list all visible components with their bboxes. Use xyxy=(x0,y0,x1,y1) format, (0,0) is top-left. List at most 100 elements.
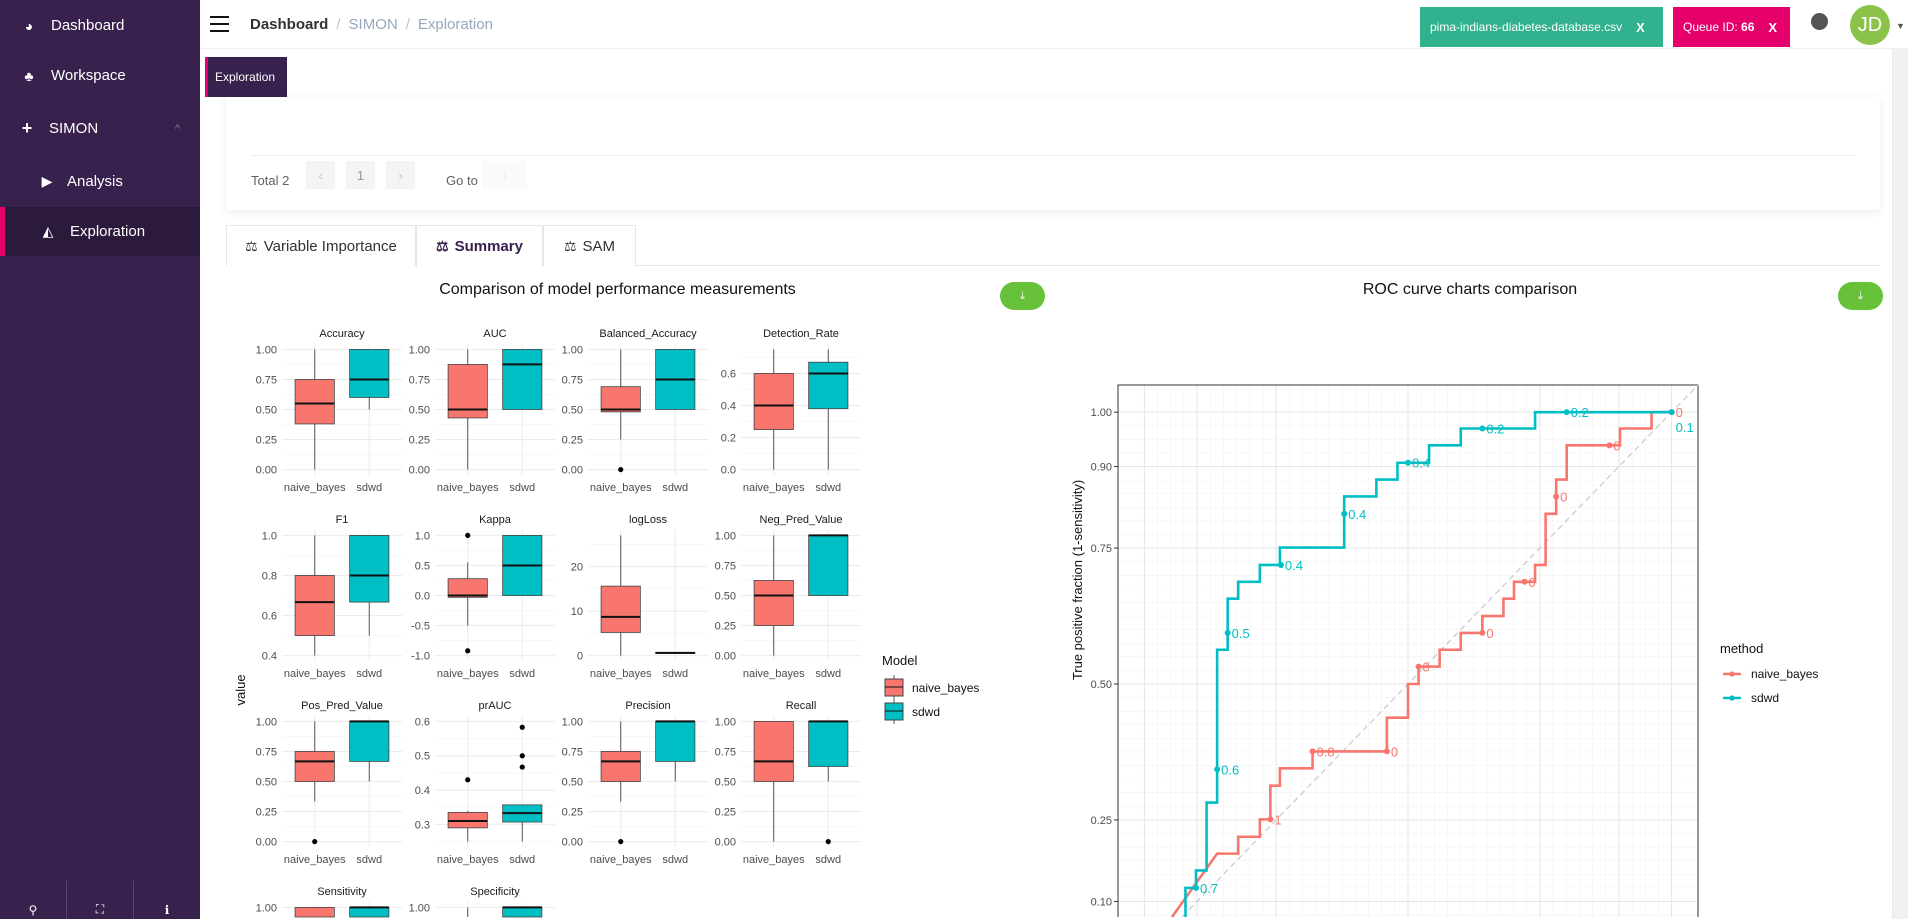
cutoff-label: 0.4 xyxy=(1348,507,1366,522)
x-tick-label: naive_bayes xyxy=(743,854,805,866)
y-tick-label: 0.50 xyxy=(409,405,430,417)
y-tick-label: 0.4 xyxy=(721,400,736,412)
facet-title: AUC xyxy=(483,328,506,340)
sidebar-item-workspace[interactable]: ♣ Workspace xyxy=(0,51,200,100)
y-tick-label: 1.00 xyxy=(256,344,277,356)
outlier-point xyxy=(465,648,471,654)
close-file-button[interactable]: X xyxy=(1636,19,1645,35)
y-tick-label: 1.00 xyxy=(562,344,583,356)
sidebar-item-exploration[interactable]: ◭ Exploration xyxy=(0,207,200,256)
cutoff-point xyxy=(1479,629,1486,636)
x-tick-label: naive_bayes xyxy=(284,854,346,866)
page-1-button[interactable]: 1 xyxy=(346,161,375,189)
facet-title: Precision xyxy=(625,700,670,712)
y-tick-label: 0.25 xyxy=(256,807,277,819)
box-naive_bayes xyxy=(294,907,335,918)
y-tick-label: 0.5 xyxy=(415,751,430,763)
cutoff-label: 0 xyxy=(1486,626,1493,641)
box-naive_bayes xyxy=(447,578,488,598)
outlier-point xyxy=(825,838,831,845)
cutoff-point xyxy=(1277,561,1284,568)
box-sdwd xyxy=(808,721,849,767)
y-tick-label: 0.75 xyxy=(256,374,277,386)
page-tab-exploration[interactable]: Exploration xyxy=(205,57,287,97)
y-tick-label: -0.5 xyxy=(411,621,430,633)
outlier-point xyxy=(465,532,471,539)
y-tick-label: 10 xyxy=(571,606,583,618)
cutoff-point xyxy=(1415,663,1422,670)
x-tick-label: sdwd xyxy=(509,668,535,680)
y-tick-label: 0.00 xyxy=(562,837,583,849)
area-chart-icon: ◭ xyxy=(42,223,54,239)
y-tick-label: 0.00 xyxy=(562,465,583,477)
cutoff-label: 0.7 xyxy=(1200,881,1218,896)
prev-page-button[interactable]: ‹ xyxy=(306,161,335,189)
roc-line-naive_bayes xyxy=(1170,410,1672,918)
caret-down-icon[interactable]: ▼ xyxy=(1896,21,1905,31)
cutoff-point xyxy=(1267,816,1274,823)
globe-icon[interactable] xyxy=(1811,13,1828,30)
y-tick-label: 0.0 xyxy=(721,465,736,477)
cutoff-label: 0.6 xyxy=(1221,762,1239,777)
tab-variable-importance[interactable]: ⚖ Variable Importance xyxy=(226,225,416,266)
cutoff-label: 0 xyxy=(1560,489,1567,504)
dashboard-icon: ◕ xyxy=(24,17,34,34)
facet-title: logLoss xyxy=(629,514,667,526)
github-icon[interactable]: ⚲ xyxy=(0,881,67,919)
language-icon[interactable]: ⛶ xyxy=(67,881,134,919)
y-tick-label: 0.25 xyxy=(1091,815,1112,827)
facet-title: prAUC xyxy=(478,700,511,712)
next-page-button[interactable]: › xyxy=(386,161,415,189)
y-tick-label: 0.6 xyxy=(262,611,277,623)
y-tick-label: 1.0 xyxy=(262,530,277,542)
y-tick-label: 0.6 xyxy=(415,716,430,728)
box-sdwd xyxy=(349,721,390,762)
hamburger-menu-icon[interactable] xyxy=(210,16,229,37)
y-tick-label: 0.75 xyxy=(715,746,736,758)
y-tick-label: 0.50 xyxy=(1091,679,1112,691)
facet-title: Accuracy xyxy=(319,328,365,340)
download-right-button[interactable]: ⤓ xyxy=(1838,282,1883,310)
sidebar-item-dashboard[interactable]: ◕ Dashboard xyxy=(0,1,200,50)
cutoff-label: 0 xyxy=(1613,438,1620,453)
y-tick-label: 0.75 xyxy=(562,374,583,386)
outlier-point xyxy=(312,838,318,845)
y-tick-label: 0.50 xyxy=(715,591,736,603)
file-badge: pima-indians-diabetes-database.csv X xyxy=(1420,7,1663,47)
x-tick-label: sdwd xyxy=(356,854,382,866)
y-tick-label: 1.0 xyxy=(415,530,430,542)
goto-page-input[interactable]: 1 xyxy=(482,161,527,189)
x-tick-label: sdwd xyxy=(815,854,841,866)
close-queue-button[interactable]: X xyxy=(1768,19,1778,35)
y-tick-label: 0.75 xyxy=(409,374,430,386)
x-tick-label: naive_bayes xyxy=(284,668,346,680)
goto-label: Go to xyxy=(446,173,478,188)
facet-title: Kappa xyxy=(479,514,512,526)
download-icon: ⤓ xyxy=(1858,289,1863,302)
results-card: Total 2 ‹ 1 › Go to 1 xyxy=(226,97,1880,210)
cutoff-point xyxy=(1193,884,1200,891)
y-tick-label: 0.25 xyxy=(562,807,583,819)
box-naive_bayes xyxy=(294,751,335,782)
facet-title: Detection_Rate xyxy=(763,328,839,340)
breadcrumb-dashboard[interactable]: Dashboard xyxy=(250,16,329,33)
sidebar-item-simon[interactable]: + SIMON ^ xyxy=(0,104,200,153)
facet-title: Pos_Pred_Value xyxy=(301,700,383,712)
sidebar-item-analysis[interactable]: ▶ Analysis xyxy=(0,157,200,206)
cutoff-label: 0.2 xyxy=(1571,405,1589,420)
page-scrollbar[interactable] xyxy=(1892,49,1908,919)
info-icon[interactable]: ℹ xyxy=(164,903,170,917)
x-tick-label: naive_bayes xyxy=(590,668,652,680)
cutoff-label: 1 xyxy=(1274,812,1281,827)
x-tick-label: naive_bayes xyxy=(743,482,805,494)
tab-sam[interactable]: ⚖ SAM xyxy=(543,225,636,266)
facet-title: Balanced_Accuracy xyxy=(599,328,697,340)
y-tick-label: 0.6 xyxy=(721,368,736,380)
y-tick-label: 0.10 xyxy=(1091,896,1112,908)
tab-summary[interactable]: ⚖ Summary xyxy=(416,225,543,267)
breadcrumb-simon[interactable]: SIMON xyxy=(348,16,398,33)
y-tick-label: 1.00 xyxy=(1091,407,1112,419)
avatar[interactable]: JD xyxy=(1850,5,1890,45)
download-left-button[interactable]: ⤓ xyxy=(1000,282,1045,310)
